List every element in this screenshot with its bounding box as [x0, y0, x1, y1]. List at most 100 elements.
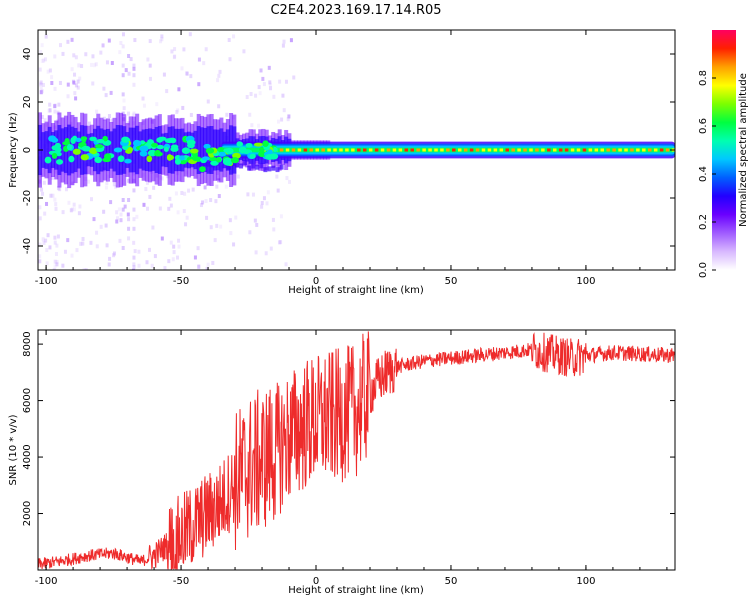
spectrogram-noise-cell — [219, 224, 223, 229]
spectrogram-noise-cell — [131, 113, 135, 118]
spectrogram-noise-cell — [278, 79, 282, 84]
spectrogram-envelope-cell — [255, 164, 260, 170]
spectrogram-noise-cell — [112, 253, 116, 258]
spectrogram-noise-cell — [279, 214, 283, 219]
spectrogram-envelope-cell — [196, 125, 201, 175]
spectrogram-peak-cell — [262, 140, 269, 147]
spectrogram-noise-cell — [109, 90, 113, 95]
spectrogram-noise-cell — [172, 250, 176, 255]
spectrogram-peak-cell — [265, 153, 274, 160]
spectrogram-core-cell — [535, 148, 539, 152]
spectrogram-noise-cell — [261, 76, 265, 81]
spectrogram-peak-cell — [201, 156, 210, 161]
spectrogram-noise-cell — [70, 37, 74, 42]
spectrogram-peak-cell — [203, 143, 211, 149]
spectrogram-noise-cell — [132, 255, 136, 260]
spectrogram-noise-cell — [54, 202, 58, 207]
spectrogram-noise-cell — [70, 253, 74, 258]
spectrogram-y-tick-label: -40 — [22, 238, 33, 254]
spectrogram-envelope-cell — [198, 162, 203, 168]
spectrogram-noise-cell — [127, 226, 131, 231]
spectrogram-noise-cell — [126, 212, 130, 217]
spectrogram-noise-cell — [168, 196, 172, 201]
spectrogram-noise-cell — [121, 246, 125, 250]
spectrogram-peak-cell — [259, 146, 265, 154]
spectrogram-noise-cell — [175, 110, 179, 115]
spectrogram-peak-cell — [125, 149, 133, 154]
spectrogram-noise-cell — [131, 268, 135, 270]
spectrogram-envelope-cell — [259, 163, 264, 169]
spectrogram-peak-cell — [94, 144, 104, 149]
spectrogram-noise-cell — [72, 53, 76, 58]
spectrogram-noise-cell — [145, 180, 149, 185]
spectrogram-peak-cell — [174, 158, 182, 165]
spectrogram-noise-cell — [203, 185, 207, 190]
spectrogram-noise-cell — [119, 218, 123, 223]
spectrogram-noise-cell — [70, 207, 74, 212]
spectrogram-noise-cell — [40, 58, 44, 63]
spectrogram-noise-cell — [132, 207, 136, 212]
spectrogram-noise-cell — [107, 114, 111, 119]
spectrogram-noise-cell — [73, 91, 77, 96]
spectrogram-noise-cell — [148, 39, 152, 44]
spectrogram-noise-cell — [137, 263, 141, 268]
spectrogram-noise-cell — [193, 255, 197, 260]
spectrogram-noise-cell — [253, 218, 257, 223]
spectrogram-peak-cell — [89, 136, 97, 142]
spectrogram-noise-cell — [67, 200, 71, 205]
spectrogram-noise-cell — [142, 103, 146, 108]
spectrogram-y-tick-label: 20 — [22, 96, 33, 109]
spectrogram-noise-cell — [115, 210, 119, 215]
spectrogram-noise-cell — [66, 82, 70, 87]
spectrogram-envelope-cell — [206, 161, 211, 167]
spectrogram-noise-cell — [74, 96, 78, 101]
spectrogram-noise-cell — [46, 69, 50, 74]
snr-frame — [37, 329, 676, 571]
spectrogram-noise-cell — [91, 81, 95, 86]
spectrogram-peak-cell — [267, 149, 273, 154]
spectrogram-peak-cell — [170, 137, 177, 144]
spectrogram-noise-cell — [257, 85, 261, 90]
spectrogram-core-cell — [648, 148, 652, 152]
spectrogram-peak-cell — [96, 139, 105, 144]
spectrogram-noise-cell — [38, 259, 42, 264]
spectrogram-noise-cell — [185, 215, 189, 220]
spectrogram-peak-cell — [199, 166, 206, 173]
snr-x-ticks: -100 -50 0 50 100 — [35, 330, 668, 587]
spectrogram-noise-cell — [48, 109, 52, 114]
snr-x-tick-label: -100 — [35, 576, 58, 587]
spectrogram-peak-cell — [236, 141, 243, 147]
spectrogram-noise-cell — [53, 54, 57, 59]
snr-panel: -100 -50 0 50 100 2000 4000 6000 8000 Height of… — [8, 329, 676, 596]
spectrogram-noise-cell — [287, 179, 291, 184]
spectrogram-noise-cell — [160, 236, 164, 241]
spectrogram-noise-cell — [121, 63, 125, 68]
spectrogram-noise-cell — [148, 76, 152, 81]
spectrogram-x-tick-label: -100 — [35, 276, 58, 287]
spectrogram-noise-cell — [289, 38, 293, 43]
spectrogram-noise-cell — [53, 104, 57, 109]
spectrogram-noise-cell — [211, 260, 215, 265]
spectrogram-peak-cell — [163, 146, 169, 152]
spectrogram-noise-cell — [39, 87, 43, 92]
spectrogram-y-tick-label: -20 — [22, 190, 33, 206]
spectrogram-noise-cell — [284, 262, 288, 267]
spectrogram-noise-cell — [268, 82, 272, 87]
spectrogram-noise-cell — [215, 223, 219, 228]
spectrogram-noise-cell — [42, 58, 46, 63]
spectrogram-envelope-cell — [106, 128, 111, 172]
spectrogram-core-cell — [285, 148, 290, 152]
snr-x-tick-label: 100 — [576, 576, 595, 587]
spectrogram-noise-cell — [55, 259, 59, 264]
spectrogram-noise-cell — [180, 190, 184, 195]
spectrogram-noise-cell — [71, 79, 75, 84]
spectrogram-noise-cell — [127, 217, 131, 222]
spectrogram-noise-cell — [95, 230, 99, 235]
spectrogram-peak-cell — [80, 154, 89, 161]
spectrogram-noise-cell — [251, 192, 255, 197]
spectrogram-noise-cell — [39, 80, 43, 85]
spectrogram-noise-cell — [165, 89, 169, 94]
spectrogram-noise-cell — [217, 104, 221, 109]
spectrogram-core-cell — [457, 148, 462, 152]
